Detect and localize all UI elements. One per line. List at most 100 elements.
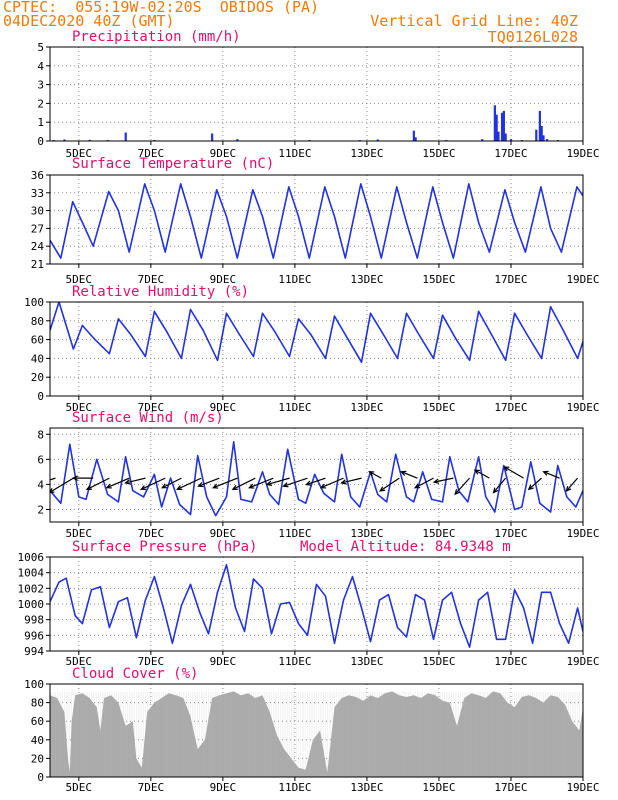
temp-point <box>164 251 166 253</box>
wind-point <box>539 502 541 504</box>
pres-point <box>396 626 399 629</box>
rh-point <box>274 331 276 333</box>
temp-point <box>513 221 516 224</box>
wind-title: Surface Wind (m/s) <box>72 410 224 426</box>
temp-title: Surface Temperature (nC) <box>72 156 274 172</box>
y-tick-label: 4 <box>37 60 44 73</box>
precip-bar <box>504 133 507 141</box>
pres-point <box>378 599 381 601</box>
y-tick-label: 3 <box>37 79 44 92</box>
precip-bar <box>124 132 127 141</box>
rh-panel <box>46 301 584 400</box>
y-tick-label: 0 <box>37 390 44 403</box>
wind-point <box>305 502 307 504</box>
temp-line <box>50 183 583 259</box>
temp-point <box>324 186 326 188</box>
rh-point <box>526 334 528 336</box>
pres-point <box>450 591 453 593</box>
pres-annotation: Model Altitude: 84.9348 m <box>300 539 511 555</box>
wind-vector-arrow <box>124 477 146 485</box>
temp-point <box>504 189 506 191</box>
wind-point <box>233 441 235 443</box>
rh-point <box>382 333 384 335</box>
wind-vector-arrow <box>197 477 220 488</box>
wind-vector-arrow <box>231 477 256 490</box>
wind-point <box>297 498 300 501</box>
pres-point <box>567 642 570 644</box>
pres-point <box>74 615 76 617</box>
pres-panel <box>46 556 584 655</box>
pres-point <box>360 607 363 609</box>
temp-point <box>488 251 490 253</box>
temp-point <box>117 210 120 212</box>
wind-panel <box>46 427 584 526</box>
temp-point <box>333 215 336 218</box>
wind-point <box>206 496 208 498</box>
x-tick-label: 19DEC <box>566 273 599 286</box>
wind-point <box>197 454 199 457</box>
temp-point <box>225 215 228 218</box>
pres-point <box>540 591 543 593</box>
pres-point <box>270 633 273 635</box>
x-tick-label: 11DEC <box>278 527 311 540</box>
wind-vector-arrow <box>378 477 400 492</box>
cloud-panel <box>46 683 584 781</box>
rh-point <box>297 318 300 320</box>
precip-bar <box>540 125 543 141</box>
rh-point <box>252 355 255 358</box>
pres-point <box>243 630 246 633</box>
y-tick-label: 36 <box>31 169 44 182</box>
rh-point <box>117 318 120 320</box>
precip-bar <box>535 129 538 141</box>
rh-point <box>477 310 480 312</box>
wind-point <box>117 501 120 503</box>
x-tick-label: 7DEC <box>138 781 165 794</box>
wind-point <box>513 508 516 511</box>
rh-point <box>490 333 492 335</box>
pres-point <box>99 586 102 588</box>
temp-point <box>432 186 434 188</box>
y-tick-label: 40 <box>31 734 44 747</box>
wind-point <box>575 506 577 508</box>
cloud-data <box>50 691 583 777</box>
pres-point <box>234 607 237 609</box>
x-tick-label: 13DEC <box>350 655 383 668</box>
precip-bar <box>481 139 484 141</box>
precip-bar <box>502 110 505 141</box>
temp-point <box>360 183 362 185</box>
pres-point <box>432 638 435 640</box>
wind-point <box>386 501 388 503</box>
wind-point <box>350 496 352 498</box>
wind-vector-arrow <box>71 475 94 481</box>
temp-point <box>189 215 192 218</box>
rh-data <box>50 302 583 364</box>
wind-point <box>431 498 433 501</box>
pres-title: Surface Pressure (hPa) <box>72 539 257 555</box>
pres-point <box>126 597 129 599</box>
x-tick-label: 13DEC <box>350 527 383 540</box>
x-tick-label: 15DEC <box>422 781 455 794</box>
temp-point <box>380 257 382 259</box>
wind-point <box>96 458 98 460</box>
pres-point <box>522 607 525 609</box>
wind-point <box>179 503 181 506</box>
pres-point <box>207 633 210 635</box>
x-tick-label: 5DEC <box>66 273 93 286</box>
y-tick-label: 100 <box>24 296 44 309</box>
pres-point <box>315 583 318 586</box>
x-tick-label: 13DEC <box>350 147 383 160</box>
pres-point <box>414 594 417 596</box>
wind-vector-arrow <box>413 477 434 489</box>
wind-point <box>269 493 271 496</box>
x-tick-label: 11DEC <box>278 401 311 414</box>
wind-point <box>153 473 156 475</box>
rh-point <box>108 353 111 355</box>
pres-point <box>279 603 282 605</box>
temp-point <box>216 189 218 191</box>
y-tick-label: 1004 <box>18 567 45 580</box>
pres-point <box>495 638 498 640</box>
y-tick-label: 5 <box>37 41 44 54</box>
wind-vector-arrow <box>565 477 579 492</box>
wind-vector-arrow <box>248 477 274 489</box>
precip-bar <box>236 139 239 141</box>
